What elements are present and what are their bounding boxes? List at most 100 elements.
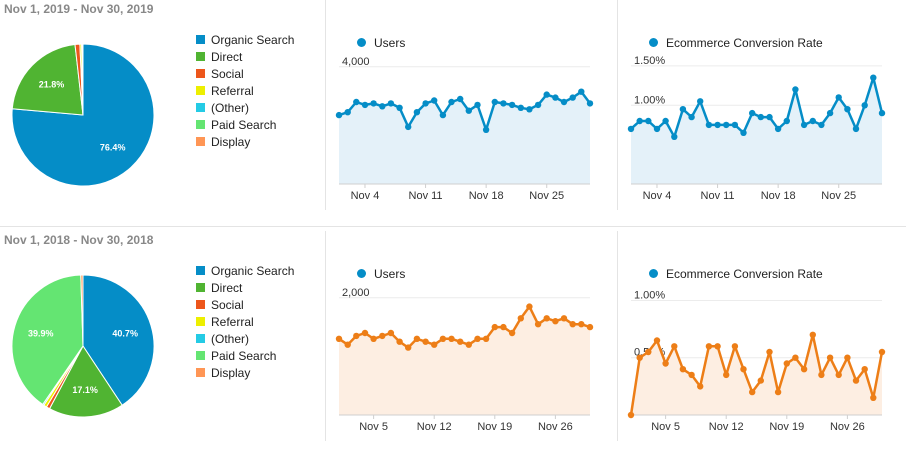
- conversion-panel-2018: Ecommerce Conversion Rate 1.00%0.50%Nov …: [619, 231, 889, 451]
- data-point: [370, 336, 376, 342]
- legend-item-organic-search[interactable]: Organic Search: [196, 32, 294, 49]
- data-point: [766, 349, 772, 355]
- legend-item-direct[interactable]: Direct: [196, 280, 294, 297]
- data-point: [879, 349, 885, 355]
- legend-item-referral[interactable]: Referral: [196, 314, 294, 331]
- legend-item-display[interactable]: Display: [196, 134, 294, 151]
- data-point: [853, 377, 859, 383]
- y-tick-label: 2,000: [342, 287, 370, 299]
- data-point: [714, 122, 720, 128]
- legend-item-social[interactable]: Social: [196, 66, 294, 83]
- data-point: [561, 99, 567, 105]
- pie-chart-2018: 40.7%17.1%39.9%: [8, 271, 158, 421]
- legend-swatch: [196, 334, 205, 343]
- legend-item-referral[interactable]: Referral: [196, 83, 294, 100]
- data-point: [732, 122, 738, 128]
- data-point: [379, 103, 385, 109]
- data-point: [370, 100, 376, 106]
- data-point: [500, 100, 506, 106]
- legend-label: Social: [211, 67, 244, 81]
- legend-label: Referral: [211, 315, 254, 329]
- data-point: [645, 349, 651, 355]
- data-point: [561, 315, 567, 321]
- area-fill: [339, 307, 590, 415]
- data-point: [758, 114, 764, 120]
- data-point: [405, 124, 411, 130]
- y-tick-label: 1.00%: [634, 94, 665, 106]
- legend-label: (Other): [211, 101, 249, 115]
- data-point: [801, 122, 807, 128]
- legend-label: Direct: [211, 281, 242, 295]
- data-point: [483, 336, 489, 342]
- legend-item-other[interactable]: (Other): [196, 100, 294, 117]
- legend-item-paid-search[interactable]: Paid Search: [196, 348, 294, 365]
- data-point: [844, 355, 850, 361]
- data-point: [844, 106, 850, 112]
- conversion-panel-2019: Ecommerce Conversion Rate 1.50%1.00%0.50…: [619, 0, 889, 220]
- data-point: [396, 339, 402, 345]
- legend-item-display[interactable]: Display: [196, 365, 294, 382]
- legend-label: Paid Search: [211, 118, 276, 132]
- x-tick-label: Nov 19: [769, 421, 804, 433]
- data-point: [544, 91, 550, 97]
- data-point: [870, 395, 876, 401]
- data-point: [637, 118, 643, 124]
- legend-swatch: [196, 351, 205, 360]
- legend-label: Organic Search: [211, 264, 294, 278]
- data-point: [758, 377, 764, 383]
- legend-item-organic-search[interactable]: Organic Search: [196, 263, 294, 280]
- legend-item-social[interactable]: Social: [196, 297, 294, 314]
- legend-swatch: [196, 86, 205, 95]
- data-point: [818, 122, 824, 128]
- data-point: [628, 126, 634, 132]
- data-point: [587, 324, 593, 330]
- data-point: [862, 366, 868, 372]
- legend-label: Paid Search: [211, 349, 276, 363]
- data-point: [422, 100, 428, 106]
- data-point: [810, 332, 816, 338]
- data-point: [570, 321, 576, 327]
- data-point: [654, 337, 660, 343]
- legend-swatch: [196, 266, 205, 275]
- panel-divider: [617, 231, 618, 441]
- data-point: [362, 102, 368, 108]
- data-point: [740, 130, 746, 136]
- data-point: [509, 102, 515, 108]
- data-point: [862, 102, 868, 108]
- data-point: [474, 336, 480, 342]
- data-point: [345, 109, 351, 115]
- data-point: [336, 112, 342, 118]
- legend-label: Referral: [211, 84, 254, 98]
- data-point: [518, 105, 524, 111]
- data-point: [345, 342, 351, 348]
- data-point: [457, 96, 463, 102]
- data-point: [483, 127, 489, 133]
- data-point: [680, 106, 686, 112]
- legend-label: Direct: [211, 50, 242, 64]
- data-point: [749, 110, 755, 116]
- data-point: [353, 99, 359, 105]
- pie-slice-label: 39.9%: [28, 329, 54, 339]
- date-range-label: Nov 1, 2019 - Nov 30, 2019: [4, 2, 153, 16]
- data-point: [688, 114, 694, 120]
- data-point: [810, 118, 816, 124]
- x-tick-label: Nov 19: [477, 421, 512, 433]
- data-point: [474, 102, 480, 108]
- data-point: [396, 105, 402, 111]
- data-point: [870, 75, 876, 81]
- data-point: [336, 336, 342, 342]
- data-point: [723, 122, 729, 128]
- x-tick-label: Nov 4: [643, 190, 672, 202]
- data-point: [775, 389, 781, 395]
- data-point: [836, 372, 842, 378]
- legend-label: (Other): [211, 332, 249, 346]
- x-tick-label: Nov 26: [830, 421, 865, 433]
- data-point: [766, 114, 772, 120]
- legend-item-direct[interactable]: Direct: [196, 49, 294, 66]
- legend-item-paid-search[interactable]: Paid Search: [196, 117, 294, 134]
- legend-item-other[interactable]: (Other): [196, 331, 294, 348]
